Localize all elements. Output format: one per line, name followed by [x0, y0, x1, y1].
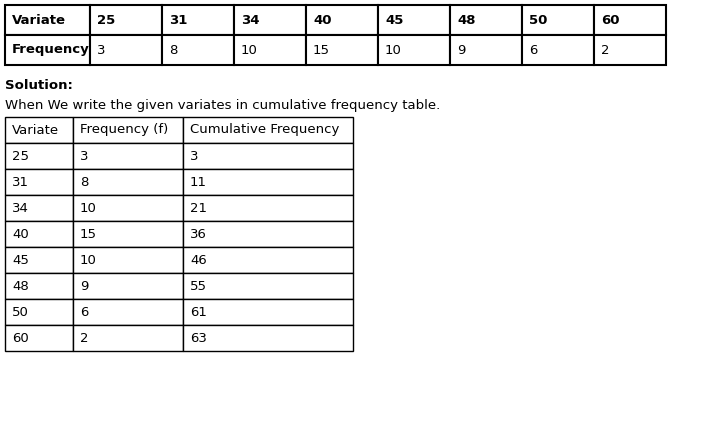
- Text: Cumulative Frequency: Cumulative Frequency: [190, 124, 339, 136]
- Bar: [73, 273, 183, 299]
- Bar: [73, 299, 183, 325]
- Bar: [594, 35, 666, 65]
- Bar: [5, 247, 73, 273]
- Text: When We write the given variates in cumulative frequency table.: When We write the given variates in cumu…: [5, 99, 440, 112]
- Bar: [183, 221, 353, 247]
- Text: 40: 40: [12, 227, 29, 241]
- Bar: [183, 325, 353, 351]
- Bar: [183, 273, 353, 299]
- Text: 8: 8: [169, 43, 178, 57]
- Text: 10: 10: [80, 202, 97, 214]
- Bar: [183, 299, 353, 325]
- Text: 45: 45: [12, 254, 29, 266]
- Text: 50: 50: [12, 305, 29, 318]
- Text: 10: 10: [241, 43, 258, 57]
- Text: 34: 34: [241, 13, 260, 27]
- Bar: [183, 247, 353, 273]
- Text: 50: 50: [529, 13, 547, 27]
- Text: 10: 10: [385, 43, 402, 57]
- Text: 15: 15: [80, 227, 97, 241]
- Bar: [73, 247, 183, 273]
- Bar: [5, 169, 73, 195]
- Bar: [73, 195, 183, 221]
- Text: 3: 3: [97, 43, 106, 57]
- Text: 9: 9: [457, 43, 465, 57]
- Bar: [5, 195, 73, 221]
- Text: Variate: Variate: [12, 13, 66, 27]
- Bar: [5, 221, 73, 247]
- Text: 3: 3: [80, 149, 88, 163]
- Text: 40: 40: [313, 13, 331, 27]
- Text: 6: 6: [80, 305, 88, 318]
- Bar: [306, 5, 378, 35]
- Text: 9: 9: [80, 280, 88, 293]
- Text: Variate: Variate: [12, 124, 59, 136]
- Bar: [378, 35, 450, 65]
- Text: 48: 48: [12, 280, 29, 293]
- Bar: [5, 325, 73, 351]
- Text: 34: 34: [12, 202, 29, 214]
- Bar: [450, 35, 522, 65]
- Bar: [5, 273, 73, 299]
- Text: 2: 2: [80, 332, 88, 344]
- Text: 36: 36: [190, 227, 207, 241]
- Text: Frequency: Frequency: [12, 43, 90, 57]
- Bar: [5, 5, 90, 35]
- Text: 48: 48: [457, 13, 476, 27]
- Bar: [5, 299, 73, 325]
- Text: 60: 60: [12, 332, 29, 344]
- Text: 11: 11: [190, 175, 207, 188]
- Bar: [5, 143, 73, 169]
- Bar: [90, 35, 162, 65]
- Bar: [522, 35, 594, 65]
- Text: 31: 31: [12, 175, 29, 188]
- Bar: [73, 221, 183, 247]
- Bar: [450, 5, 522, 35]
- Text: 10: 10: [80, 254, 97, 266]
- Bar: [73, 169, 183, 195]
- Text: 60: 60: [601, 13, 619, 27]
- Text: 2: 2: [601, 43, 610, 57]
- Bar: [73, 325, 183, 351]
- Text: 61: 61: [190, 305, 207, 318]
- Bar: [306, 35, 378, 65]
- Text: Frequency (f): Frequency (f): [80, 124, 168, 136]
- Bar: [90, 5, 162, 35]
- Text: Solution:: Solution:: [5, 79, 73, 92]
- Text: 31: 31: [169, 13, 187, 27]
- Bar: [234, 35, 306, 65]
- Text: 45: 45: [385, 13, 403, 27]
- Bar: [594, 5, 666, 35]
- Bar: [162, 5, 234, 35]
- Bar: [183, 195, 353, 221]
- Bar: [5, 35, 90, 65]
- Text: 55: 55: [190, 280, 207, 293]
- Bar: [73, 117, 183, 143]
- Text: 25: 25: [97, 13, 115, 27]
- Bar: [378, 5, 450, 35]
- Text: 25: 25: [12, 149, 29, 163]
- Bar: [73, 143, 183, 169]
- Text: 21: 21: [190, 202, 207, 214]
- Text: 6: 6: [529, 43, 537, 57]
- Text: 3: 3: [190, 149, 199, 163]
- Bar: [522, 5, 594, 35]
- Bar: [162, 35, 234, 65]
- Bar: [5, 117, 73, 143]
- Text: 15: 15: [313, 43, 330, 57]
- Text: 8: 8: [80, 175, 88, 188]
- Text: 63: 63: [190, 332, 207, 344]
- Bar: [183, 117, 353, 143]
- Text: 46: 46: [190, 254, 207, 266]
- Bar: [234, 5, 306, 35]
- Bar: [183, 169, 353, 195]
- Bar: [183, 143, 353, 169]
